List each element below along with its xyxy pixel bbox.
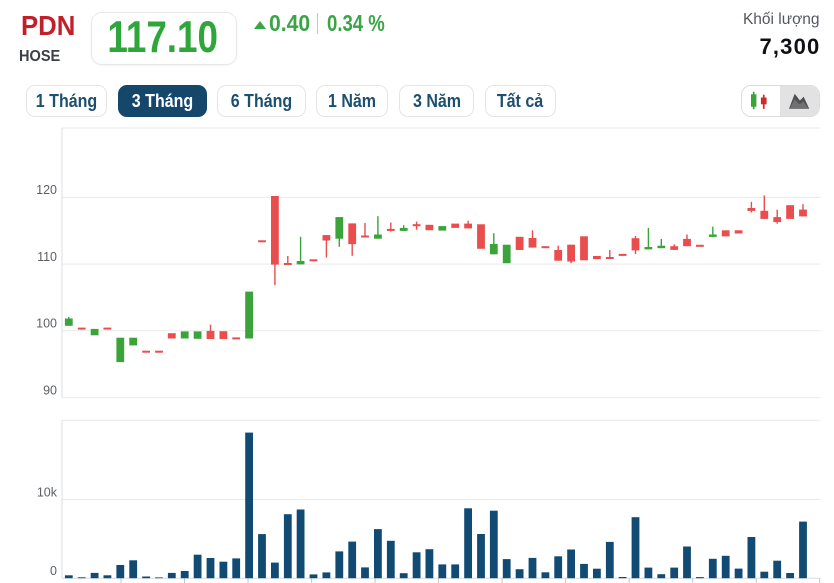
svg-text:110: 110 [37, 250, 57, 264]
svg-text:100: 100 [36, 317, 57, 331]
svg-text:0: 0 [50, 564, 57, 578]
svg-text:90: 90 [43, 384, 57, 398]
svg-text:120: 120 [36, 183, 57, 197]
svg-text:10k: 10k [37, 485, 58, 499]
